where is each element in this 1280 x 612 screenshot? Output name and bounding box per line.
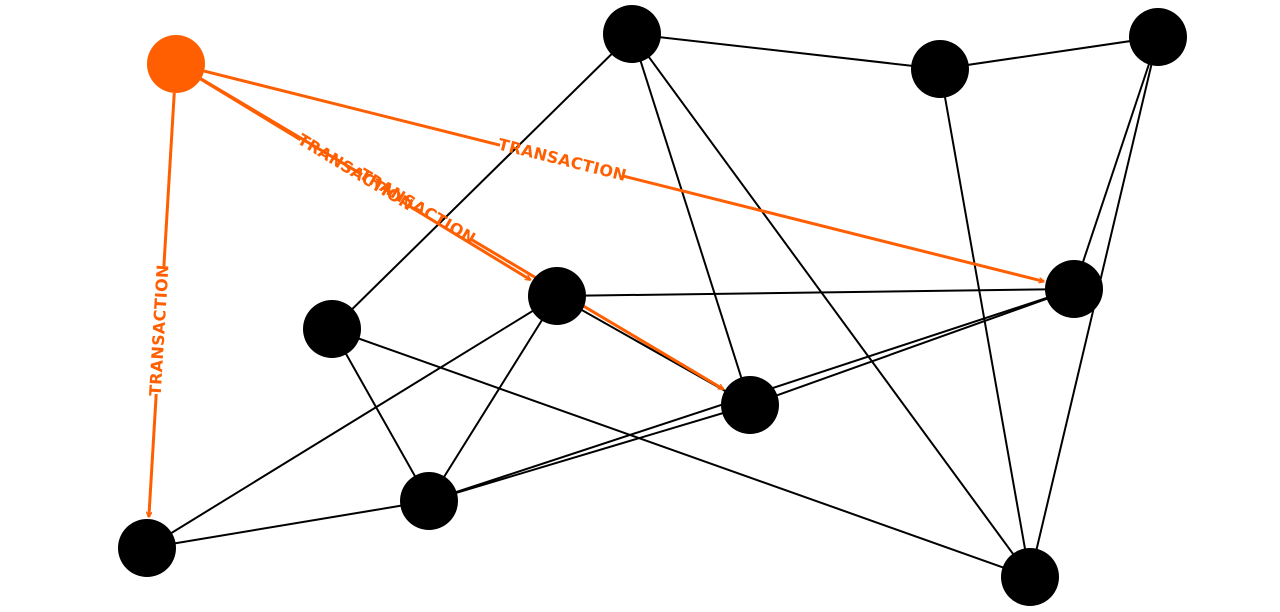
node-n5[interactable] [303,300,361,358]
edge-n1-n2 [631,33,941,70]
node-n10[interactable] [1001,548,1059,606]
transaction-edge-arrow [408,205,531,282]
node-layer [118,5,1187,606]
edge-n1-n9 [631,33,751,406]
transaction-label: TRANSACTION [496,135,628,185]
edge-n2-n10 [939,68,1031,578]
node-n3[interactable] [1129,8,1187,66]
node-n9[interactable] [721,376,779,434]
node-n7[interactable] [118,519,176,577]
edge-n6-n9 [749,288,1075,406]
source-node[interactable] [147,35,205,93]
transaction-label: TRANSACTION [294,130,416,215]
edge-n5-n8 [331,328,430,502]
transaction-edge-arrow [471,238,723,391]
edge-n8-n9 [428,404,751,502]
transaction-edge-segment [162,92,176,267]
edge-n4-n8 [428,295,558,502]
node-n2[interactable] [911,40,969,98]
edge-n4-n6 [556,288,1075,297]
transaction-edge-arrow [149,393,158,517]
transaction-label: TRANSACTION [146,264,173,397]
transaction-edge-arrow [623,174,1044,281]
edge-layer [146,33,1159,578]
edge-n2-n3 [939,36,1159,70]
edge-n3-n6 [1073,36,1159,290]
transaction-edge-layer [149,69,1044,517]
node-n1[interactable] [603,5,661,63]
edge-n4-n7 [146,295,558,549]
edge-n5-n10 [331,328,1031,578]
node-n6[interactable] [1045,260,1103,318]
transaction-edge-segment [199,77,302,142]
edge-n7-n8 [146,500,430,549]
node-n4[interactable] [528,267,586,325]
edge-n1-n5 [331,33,633,330]
transaction-edge-segment [203,69,501,147]
edge-n1-n10 [631,33,1031,578]
node-n8[interactable] [400,472,458,530]
